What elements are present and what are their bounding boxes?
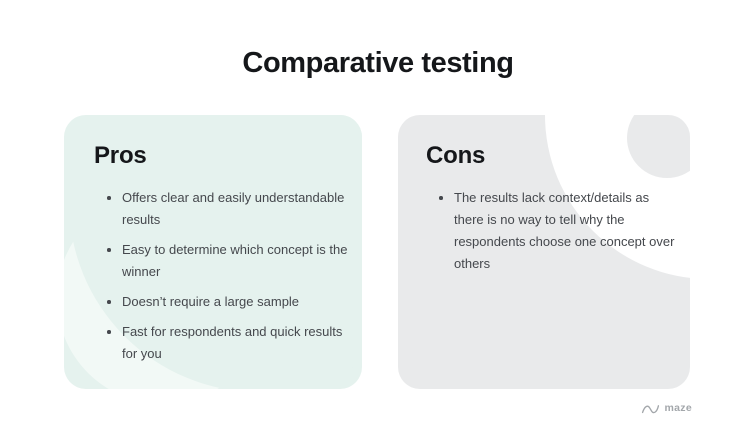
bullet-item: Fast for respondents and quick results f… xyxy=(106,321,350,365)
cons-bullet-list: The results lack context/details as ther… xyxy=(426,187,678,275)
pros-heading: Pros xyxy=(94,142,147,169)
pros-card-content: Pros Offers clear and easily understanda… xyxy=(64,115,362,365)
pros-bullet-list: Offers clear and easily understandable r… xyxy=(94,187,350,365)
cons-card-content: Cons The results lack context/details as… xyxy=(398,115,690,275)
maze-logo: maze xyxy=(641,400,692,416)
maze-logo-icon xyxy=(641,402,660,415)
cons-heading: Cons xyxy=(426,142,486,169)
pros-card: Pros Offers clear and easily understanda… xyxy=(64,115,362,389)
bullet-item: Doesn’t require a large sample xyxy=(106,291,350,313)
cons-card: Cons The results lack context/details as… xyxy=(398,115,690,389)
bullet-item: The results lack context/details as ther… xyxy=(438,187,678,275)
maze-brand-label: maze xyxy=(664,402,692,414)
bullet-item: Easy to determine which concept is the w… xyxy=(106,239,350,283)
slide-title: Comparative testing xyxy=(242,47,514,79)
bullet-item: Offers clear and easily understandable r… xyxy=(106,187,350,231)
